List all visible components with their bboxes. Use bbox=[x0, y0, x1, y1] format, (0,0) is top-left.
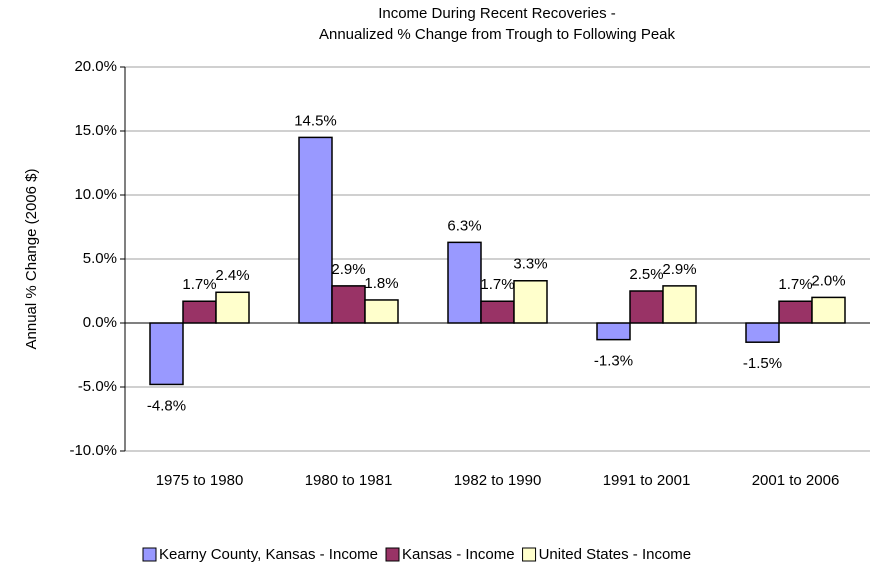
y-axis-label: Annual % Change (2006 $) bbox=[23, 169, 40, 350]
data-label: -1.5% bbox=[743, 355, 782, 372]
x-tick-label: 2001 to 2006 bbox=[752, 472, 840, 489]
bar bbox=[596, 322, 631, 341]
y-tick-label: 15.0% bbox=[74, 122, 117, 139]
data-label: -4.8% bbox=[147, 397, 186, 414]
data-label: -1.3% bbox=[594, 353, 633, 370]
x-tick-label: 1980 to 1981 bbox=[305, 472, 393, 489]
bar bbox=[182, 300, 217, 324]
data-label: 3.3% bbox=[513, 256, 547, 273]
bar bbox=[331, 285, 366, 324]
legend-swatch bbox=[142, 547, 157, 562]
legend-label: Kearny County, Kansas - Income bbox=[159, 546, 378, 563]
bar bbox=[149, 322, 184, 386]
bar bbox=[298, 136, 333, 324]
y-tick-label: 10.0% bbox=[74, 186, 117, 203]
x-tick-label: 1991 to 2001 bbox=[603, 472, 691, 489]
legend-label: United States - Income bbox=[539, 546, 692, 563]
y-tick-label: 5.0% bbox=[83, 250, 117, 267]
x-tick-label: 1975 to 1980 bbox=[156, 472, 244, 489]
data-label: 1.7% bbox=[480, 276, 514, 293]
bar bbox=[215, 291, 250, 324]
chart-title: Income During Recent Recoveries - bbox=[378, 5, 616, 22]
y-tick-label: -10.0% bbox=[69, 442, 117, 459]
data-label: 1.8% bbox=[364, 275, 398, 292]
bar bbox=[447, 241, 482, 324]
data-label: 14.5% bbox=[294, 112, 337, 129]
bar bbox=[811, 296, 846, 324]
data-label: 2.5% bbox=[629, 266, 663, 283]
bar bbox=[364, 299, 399, 324]
bar bbox=[778, 300, 813, 324]
chart-title: Annualized % Change from Trough to Follo… bbox=[319, 26, 676, 43]
x-tick-label: 1982 to 1990 bbox=[454, 472, 542, 489]
data-label: 2.4% bbox=[215, 267, 249, 284]
data-label: 1.7% bbox=[182, 276, 216, 293]
legend-swatch bbox=[385, 547, 400, 562]
y-tick-label: -5.0% bbox=[78, 378, 117, 395]
bar bbox=[629, 290, 664, 324]
legend-label: Kansas - Income bbox=[402, 546, 515, 563]
data-label: 1.7% bbox=[778, 276, 812, 293]
data-label: 2.0% bbox=[811, 272, 845, 289]
bar bbox=[745, 322, 780, 343]
bar bbox=[480, 300, 515, 324]
y-tick-label: 0.0% bbox=[83, 314, 117, 331]
data-label: 2.9% bbox=[662, 261, 696, 278]
data-label: 2.9% bbox=[331, 261, 365, 278]
bar bbox=[662, 285, 697, 324]
y-tick-label: 20.0% bbox=[74, 58, 117, 75]
data-label: 6.3% bbox=[447, 217, 481, 234]
legend-swatch bbox=[522, 547, 537, 562]
bar bbox=[513, 280, 548, 324]
